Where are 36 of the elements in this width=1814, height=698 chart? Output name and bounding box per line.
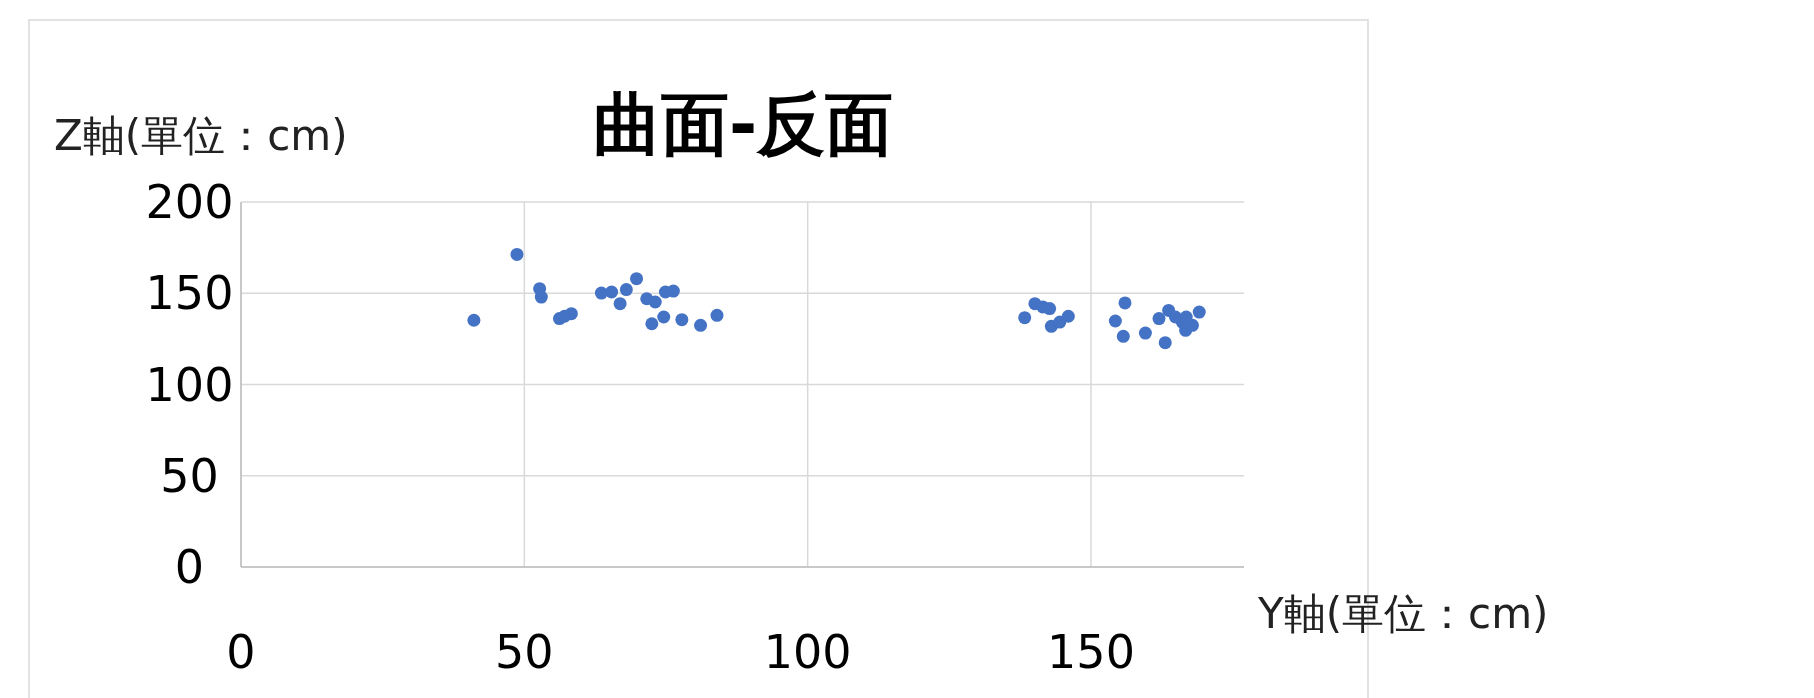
- x-tick-label: 150: [1047, 625, 1135, 679]
- chart-title: 曲面-反面: [592, 85, 894, 164]
- point: [1152, 312, 1166, 326]
- point: [1061, 309, 1075, 323]
- point: [694, 318, 708, 332]
- point: [1018, 311, 1032, 325]
- point: [648, 295, 662, 309]
- point: [1116, 329, 1130, 343]
- y-tick-label: 200: [145, 175, 234, 229]
- point: [564, 307, 578, 321]
- x-tick-label: 50: [495, 625, 554, 679]
- y-tick-label: 0: [174, 540, 205, 594]
- y-tick-label: 50: [160, 448, 219, 503]
- point: [534, 290, 548, 304]
- y-axis-title: Z軸(單位：cm): [54, 111, 348, 160]
- point: [710, 308, 724, 322]
- point: [1138, 326, 1152, 340]
- point: [613, 297, 627, 311]
- point: [1192, 305, 1206, 319]
- point: [657, 310, 671, 324]
- point: [605, 285, 619, 299]
- point: [630, 272, 644, 286]
- x-tick-label: 100: [763, 625, 852, 679]
- point: [666, 284, 680, 298]
- point: [1108, 314, 1122, 328]
- point: [645, 317, 659, 331]
- y-tick-label: 150: [145, 266, 234, 321]
- point: [510, 247, 524, 261]
- point: [619, 283, 633, 297]
- point: [467, 313, 481, 327]
- point: [1043, 302, 1057, 316]
- x-axis-title: Y軸(單位：cm): [1257, 589, 1549, 638]
- point: [1118, 296, 1132, 310]
- point: [1158, 336, 1172, 350]
- y-tick-label: 100: [145, 357, 234, 412]
- point: [675, 313, 689, 327]
